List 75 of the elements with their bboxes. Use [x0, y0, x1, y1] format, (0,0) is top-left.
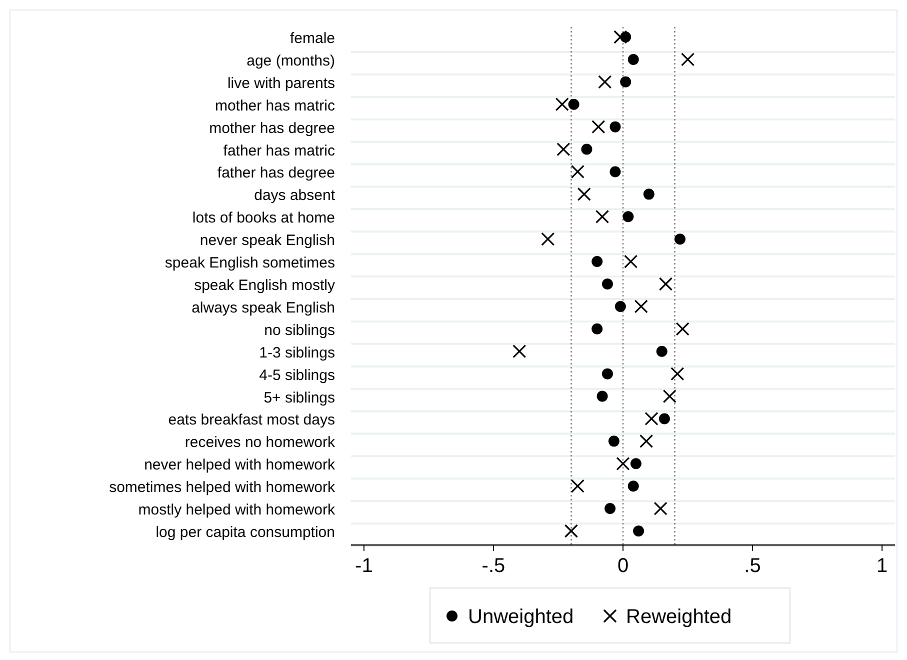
y-tick-label: mother has degree: [209, 120, 335, 137]
y-tick-label: days absent: [254, 187, 336, 204]
point: [658, 413, 670, 424]
y-tick-label: live with parents: [227, 74, 335, 92]
y-tick-label: never helped with homework: [144, 456, 336, 474]
point: [541, 232, 555, 246]
point: [644, 412, 658, 426]
point: [596, 390, 608, 402]
point: [640, 434, 654, 448]
y-tick-label: 4-5 siblings: [259, 366, 335, 384]
x-tick-label: -1: [355, 555, 373, 577]
point: [674, 234, 686, 245]
point: [602, 368, 613, 380]
y-tick-label: 5+ siblings: [264, 389, 335, 406]
point: [568, 98, 580, 110]
y-tick-label: sometimes helped with homework: [109, 479, 336, 496]
y-tick-label: eats breakfast most days: [168, 412, 335, 429]
point: [598, 75, 612, 89]
point: [604, 503, 616, 514]
point: [570, 164, 584, 179]
y-tick-label: never speak English: [200, 232, 335, 250]
point: [556, 142, 570, 156]
point: [634, 300, 648, 314]
x-tick-label: 0: [617, 555, 629, 577]
y-tick-label: mother has matric: [214, 97, 336, 114]
point: [670, 367, 684, 381]
point: [633, 526, 644, 536]
point: [512, 344, 526, 358]
point: [616, 456, 630, 470]
point: [581, 144, 592, 155]
point: [628, 480, 639, 492]
point: [656, 346, 668, 357]
y-tick-label: female: [290, 30, 335, 47]
point: [624, 254, 638, 268]
point: [602, 278, 613, 290]
point: [564, 524, 578, 538]
point: [592, 120, 606, 134]
x-tick-label: 1: [876, 555, 888, 577]
point: [555, 98, 569, 112]
point: [630, 458, 642, 470]
y-tick-label: father has degree: [217, 164, 335, 182]
y-tick-label: receives no homework: [184, 434, 336, 452]
point: [643, 188, 654, 200]
x-tick-label: -.5: [482, 555, 506, 577]
point: [610, 121, 621, 132]
point: [628, 54, 639, 65]
y-tick-label: speak English sometimes: [164, 254, 335, 272]
point: [676, 322, 690, 336]
point: [595, 210, 610, 224]
legend-label: Unweighted: [468, 606, 574, 628]
y-tick-label: 1-3 siblings: [259, 344, 335, 362]
point: [658, 277, 673, 291]
legend-label: Reweighted: [626, 606, 732, 628]
y-tick-label: age (months): [246, 52, 336, 70]
point: [620, 76, 632, 88]
point: [592, 256, 603, 268]
point: [610, 166, 621, 178]
y-tick-label: mostly helped with homework: [138, 502, 336, 519]
point: [608, 436, 620, 447]
point: [654, 502, 668, 516]
y-tick-label: lots of books at home: [192, 210, 335, 227]
point: [570, 479, 584, 493]
y-tick-label: log per capita consumption: [156, 524, 335, 541]
point: [680, 52, 695, 66]
point: [614, 30, 628, 44]
y-tick-label: always speak English: [192, 299, 335, 316]
point: [614, 300, 626, 312]
x-tick-label: .5: [744, 555, 761, 577]
point: [622, 211, 634, 222]
point: [592, 323, 603, 334]
y-tick-label: speak English mostly: [194, 277, 336, 294]
point: [662, 389, 676, 404]
y-tick-label: father has matric: [223, 142, 336, 160]
point: [577, 187, 591, 201]
y-tick-label: no siblings: [264, 322, 335, 339]
